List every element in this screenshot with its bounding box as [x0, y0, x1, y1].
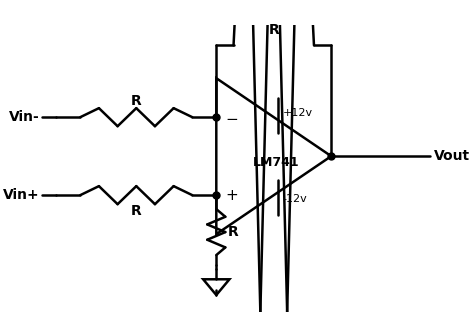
- Text: Vout: Vout: [434, 149, 470, 163]
- Text: $+$: $+$: [225, 188, 238, 203]
- Text: R: R: [131, 204, 142, 218]
- Text: R: R: [131, 94, 142, 108]
- Text: +12v: +12v: [283, 108, 313, 118]
- Text: $-$: $-$: [225, 110, 238, 125]
- Text: Vin-: Vin-: [9, 110, 40, 124]
- Text: -12v: -12v: [283, 194, 308, 204]
- Text: R: R: [228, 225, 238, 239]
- Text: LM741: LM741: [253, 156, 299, 169]
- Text: R: R: [268, 23, 279, 37]
- Text: Vin+: Vin+: [3, 188, 40, 202]
